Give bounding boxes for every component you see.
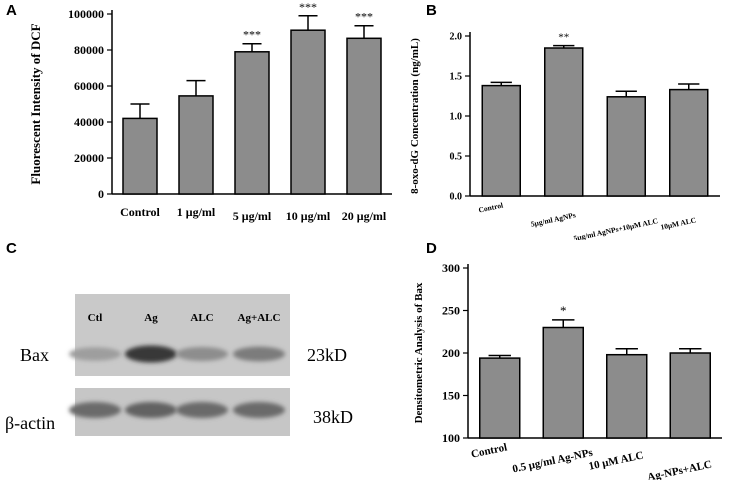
significance-label: ** [558,32,569,44]
bar [669,352,711,439]
blot-band [233,346,285,362]
bar [669,88,709,197]
x-tick-label: 20 μg/ml [342,209,387,223]
panel-letter-b: B [426,2,437,19]
blot-band [69,347,121,361]
row-label-bax: Bax [20,345,49,365]
x-tick-label: 5μg/ml AgNPs [530,210,577,228]
significance-label: * [560,303,567,318]
y-tick-label: 20000 [74,151,104,165]
x-tick-label: 5μg/ml AgNPs+10μM ALC [573,216,659,240]
y-tick-label: 0.5 [450,152,463,163]
row-size-bax: 23kD [307,345,347,365]
lane-label-ag-alc: Ag+ALC [238,312,281,324]
blot-band [176,402,228,418]
blot-band [176,346,228,362]
significance-label: *** [243,28,261,42]
y-axis-title: 8-oxo-dG Concentration (ng/mL) [409,38,421,194]
y-tick-label: 0 [98,187,104,201]
y-tick-label: 60000 [74,79,104,93]
x-tick-label: 10 μg/ml [286,209,331,223]
y-tick-label: 150 [442,389,460,403]
y-axis-title: Fluorescent Intensity of DCF [28,23,43,184]
blot-membrane-top [75,294,290,376]
chart-d: 100 150 200 250 300 Densitometric Analysis of… [413,261,722,480]
bar [346,37,382,195]
y-tick-label: 1.5 [450,72,463,83]
y-tick-label: 100 [442,431,460,445]
y-tick-label: 0.0 [450,192,463,203]
panel-letter-c: C [6,240,17,257]
bar [544,47,584,197]
x-tick-label: Control [120,205,160,219]
bar [290,29,326,195]
y-tick-label: 80000 [74,43,104,57]
western-blot-image: Ctl Ag ALC Ag+ALC Bax β-actin 23kD 38kD [5,294,353,436]
x-tick-label: 0.5 μg/ml Ag-NPs [511,447,594,476]
x-tick-label: 1 μg/ml [177,205,216,219]
bar [122,117,158,195]
y-tick-label: 250 [442,304,460,318]
blot-band [125,345,177,363]
blot-band [233,402,285,418]
lane-label-ctl: Ctl [88,312,103,324]
bar [479,357,521,439]
bar [606,96,646,197]
x-tick-label: 5 μg/ml [233,209,272,223]
x-tick-label: Control [470,441,508,460]
row-label-beta-actin: β-actin [5,413,55,433]
bar [542,326,584,439]
chart-a: 0 20000 40000 60000 80000 100000 Fluorescent I… [28,0,392,223]
panel-letter-a: A [6,2,17,19]
y-tick-label: 1.0 [450,112,463,123]
significance-label: *** [355,10,373,24]
x-tick-label: Control [478,201,504,215]
blot-band [125,402,177,418]
y-tick-label: 100000 [68,7,104,21]
y-tick-label: 2.0 [450,32,463,43]
y-tick-label: 300 [442,261,460,275]
y-axis-title: Densitometric Analysis of Bax [413,282,425,423]
significance-label: *** [299,0,317,14]
y-tick-label: 200 [442,346,460,360]
chart-b: 0.0 0.5 1.0 1.5 2.0 8-oxo-dG Concentration (n… [409,32,720,240]
lane-label-ag: Ag [144,312,158,324]
x-tick-label: Ag-NPs+ALC [646,458,713,480]
x-tick-label: 10μM ALC [660,215,697,231]
bar [481,84,521,197]
western-blot-panel: Ctl Ag ALC Ag+ALC Bax β-actin 23kD 38kD [0,240,368,480]
blot-band [69,402,121,418]
x-tick-label: 10 μM ALC [588,449,645,472]
bar [234,51,270,195]
y-tick-label: 40000 [74,115,104,129]
lane-label-alc: ALC [190,312,213,324]
panel-letter-d: D [426,240,437,257]
bar [178,95,214,195]
bar [606,353,648,439]
row-size-beta-actin: 38kD [313,407,353,427]
